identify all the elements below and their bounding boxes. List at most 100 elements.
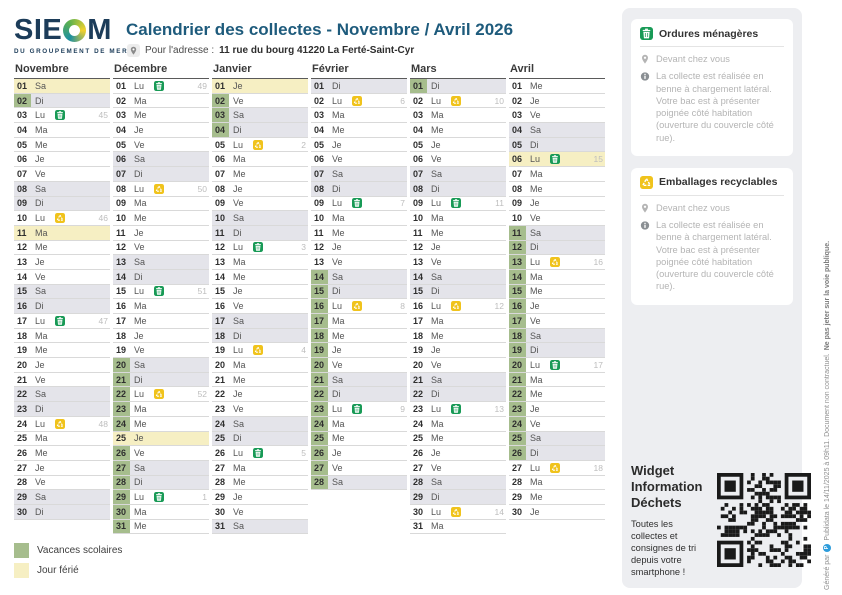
day-abbrev: Di <box>332 80 341 91</box>
day-abbrev: Me <box>431 330 444 341</box>
day-abbrev: Ma <box>332 110 345 121</box>
day-number: 06 <box>314 154 325 165</box>
day-number: 13 <box>413 257 424 268</box>
calendar-day-row: 18 Je <box>113 329 209 344</box>
week-number: 2 <box>301 139 306 150</box>
footer-publidata-text: Publidata le 14/11/2025 à 09h11. Documen… <box>823 353 831 541</box>
calendar-day-row: 02 Lu 6 <box>311 94 407 109</box>
day-number: 27 <box>113 460 130 475</box>
day-number: 20 <box>17 359 28 370</box>
day-abbrev: Je <box>431 139 441 150</box>
calendar-day-row: 08 Sa <box>14 181 110 197</box>
day-number: 10 <box>215 213 226 224</box>
day-abbrev: Me <box>35 345 48 356</box>
day-number: 29 <box>413 492 424 503</box>
day-number: 16 <box>215 301 226 312</box>
collection-location: Devant chez vous <box>656 202 730 213</box>
day-abbrev: Sa <box>530 124 542 135</box>
widget-information-dechets: Widget Information Déchets Toutes les co… <box>631 462 811 578</box>
calendar-day-row: 02 Lu 10 <box>410 94 506 109</box>
sieom-logo-o-swirl-icon <box>63 19 87 42</box>
day-abbrev: Me <box>134 521 147 532</box>
calendar-day-row: 03 Ma <box>311 108 407 124</box>
day-number: 07 <box>215 168 226 179</box>
calendar-day-row: 08 Di <box>311 181 407 197</box>
calendar-day-row: 27 Ma <box>212 461 308 476</box>
day-abbrev: Me <box>530 286 543 297</box>
widget-title: Widget Information Déchets <box>631 462 703 511</box>
calendar-day-row: 18 Sa <box>509 328 605 344</box>
calendar-day-row: 01 Di <box>410 79 506 94</box>
day-abbrev: Lu <box>35 110 46 121</box>
day-number: 04 <box>512 124 523 135</box>
week-number: 4 <box>301 345 306 356</box>
calendar-day-row: 30 Lu 14 <box>410 505 506 520</box>
day-number: 02 <box>116 95 127 106</box>
day-number: 16 <box>311 299 328 313</box>
day-number: 18 <box>509 328 526 343</box>
calendar-day-row: 05 Je <box>311 138 407 153</box>
calendar-day-row: 09 Ve <box>212 197 308 212</box>
day-number: 12 <box>17 242 28 253</box>
day-abbrev: Di <box>530 448 539 459</box>
day-abbrev: Ve <box>233 403 244 414</box>
calendar-day-row: 30 Di <box>14 504 110 520</box>
week-number: 18 <box>593 462 603 473</box>
day-number: 26 <box>17 448 28 459</box>
day-number: 13 <box>215 257 226 268</box>
calendar-day-row: 21 Ve <box>14 373 110 388</box>
day-abbrev: Je <box>332 345 342 356</box>
calendar-day-row: 09 Je <box>509 197 605 212</box>
day-number: 25 <box>215 433 226 444</box>
day-number: 28 <box>113 475 130 490</box>
day-number: 09 <box>215 198 226 209</box>
calendar-day-row: 14 Ve <box>14 270 110 285</box>
day-number: 27 <box>512 462 523 473</box>
address-label: Pour l'adresse : <box>145 45 215 56</box>
calendar-day-row: 24 Lu 48 <box>14 417 110 432</box>
day-abbrev: Me <box>332 433 345 444</box>
day-abbrev: Ve <box>332 359 343 370</box>
day-number: 01 <box>410 79 427 93</box>
calendar-day-row: 10 Me <box>113 211 209 226</box>
address-value: 11 rue du bourg 41220 La Ferté-Saint-Cyr <box>219 45 415 56</box>
day-number: 06 <box>413 154 424 165</box>
day-number: 21 <box>413 374 424 385</box>
day-number: 14 <box>215 271 226 282</box>
day-abbrev: Ve <box>35 271 46 282</box>
day-abbrev: Me <box>134 418 147 429</box>
day-number: 09 <box>116 198 127 209</box>
day-abbrev: Je <box>332 242 342 253</box>
day-abbrev: Me <box>431 433 444 444</box>
emballages-recyclables-icon <box>154 183 164 194</box>
day-number: 23 <box>311 402 328 416</box>
day-abbrev: Je <box>134 330 144 341</box>
calendar-day-row: 14 Sa <box>311 269 407 285</box>
calendar-day-row: 15 Sa <box>14 284 110 300</box>
day-abbrev: Sa <box>134 462 146 473</box>
emballages-recyclables-icon <box>253 139 263 150</box>
day-number: 19 <box>413 345 424 356</box>
day-abbrev: Me <box>233 168 246 179</box>
calendar-day-row: 27 Sa <box>113 460 209 476</box>
day-abbrev: Sa <box>233 213 245 224</box>
day-number: 24 <box>413 418 424 429</box>
day-abbrev: Me <box>233 374 246 385</box>
calendar-day-row: 03 Sa <box>212 108 308 124</box>
day-number: 04 <box>314 124 325 135</box>
day-abbrev: Ve <box>35 374 46 385</box>
legend-item-ferie: Jour férié <box>14 563 122 578</box>
calendar-day-row: 06 Je <box>14 152 110 168</box>
day-number: 18 <box>116 330 127 341</box>
day-abbrev: Di <box>530 242 539 253</box>
calendar-day-row: 20 Sa <box>113 358 209 373</box>
calendar-day-row: 10 Ma <box>410 211 506 226</box>
day-number: 25 <box>17 433 28 444</box>
calendar-day-row: 20 Ve <box>311 358 407 373</box>
day-abbrev: Ma <box>35 124 48 135</box>
day-abbrev: Lu <box>332 301 343 312</box>
day-abbrev: Lu <box>233 345 244 356</box>
calendar-day-row: 18 Me <box>410 329 506 344</box>
day-abbrev: Me <box>35 242 48 253</box>
day-number: 19 <box>311 343 328 358</box>
